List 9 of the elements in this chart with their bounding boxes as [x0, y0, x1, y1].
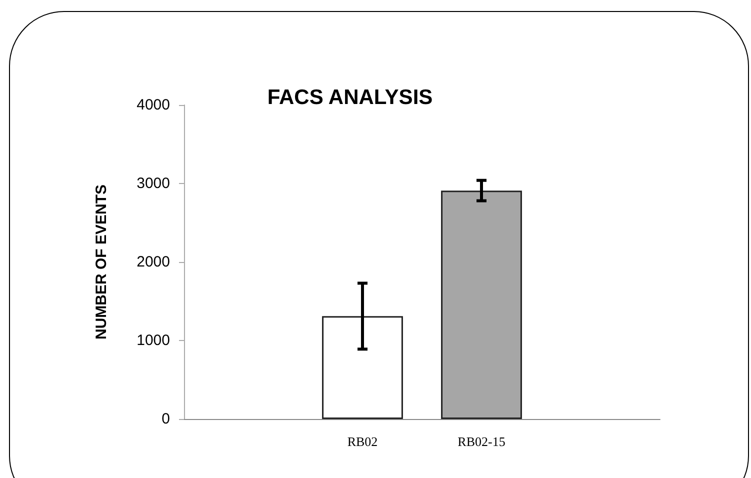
chart-title: FACS ANALYSIS [267, 86, 433, 109]
y-axis-title: NUMBER OF EVENTS [93, 184, 110, 340]
y-tick-label: 0 [162, 410, 170, 428]
x-tick-label: RB02-15 [458, 434, 506, 449]
y-tick-label: 1000 [136, 332, 170, 349]
y-tick-label: 3000 [136, 175, 170, 192]
y-tick-label: 4000 [136, 96, 170, 114]
y-tick-label: 2000 [136, 254, 170, 270]
x-tick-label: RB02 [347, 434, 378, 449]
